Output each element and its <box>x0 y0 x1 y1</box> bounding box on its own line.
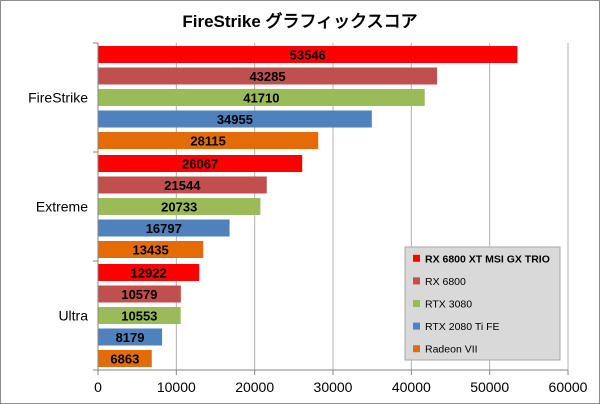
bar-firestrike-rtx-2080-ti-fe <box>98 110 372 128</box>
legend-swatch-rx-6800-xt-msi-gx-trio <box>413 254 420 262</box>
data-label: 6863 <box>110 352 139 367</box>
bar-firestrike-rx-6800 <box>98 67 438 85</box>
bar-extreme-rtx-3080 <box>98 198 261 215</box>
data-label: 43285 <box>249 69 285 84</box>
bar-extreme-rtx-2080-ti-fe <box>98 219 230 237</box>
bar-ultra-rx-6800 <box>98 285 181 303</box>
bar-firestrike-radeon-vii <box>98 132 319 149</box>
legend-label-rtx-3080: RTX 3080 <box>425 299 472 311</box>
x-tick-label: 30000 <box>314 379 353 395</box>
legend: RX 6800 XT MSI GX TRIO RX 6800 RTX 3080 RTX… <box>404 246 561 361</box>
x-tick-label: 20000 <box>235 379 274 395</box>
legend-label-radeon-vii: Radeon VII <box>425 344 478 356</box>
tick-labels: 0 10000 20000 30000 40000 50000 60000 <box>94 379 588 395</box>
x-tick-label: 40000 <box>392 379 431 395</box>
bar-firestrike-rx-6800-xt-msi-gx-trio <box>98 46 518 63</box>
category-label-ultra: Ultra <box>58 308 88 324</box>
data-label: 34955 <box>217 112 253 127</box>
legend-label-rtx-2080-ti-fe: RTX 2080 Ti FE <box>425 321 500 333</box>
x-tick-label: 0 <box>94 379 102 395</box>
legend-swatch-radeon-vii <box>413 345 420 353</box>
legend-box <box>404 246 561 361</box>
category-label-extreme: Extreme <box>36 199 88 215</box>
data-label: 41710 <box>243 91 279 106</box>
data-label: 21544 <box>164 178 201 193</box>
x-tick-label: 50000 <box>470 379 509 395</box>
legend-swatch-rtx-2080-ti-fe <box>413 322 420 330</box>
bar-firestrike-rtx-3080 <box>98 89 425 106</box>
legend-swatch-rx-6800 <box>413 277 420 285</box>
data-label: 12922 <box>131 266 167 281</box>
data-label: 26067 <box>182 157 218 172</box>
data-label: 16797 <box>146 221 182 236</box>
data-label: 10579 <box>121 287 157 302</box>
legend-label-rx-6800: RX 6800 <box>425 276 466 288</box>
data-labels: 53546 43285 41710 34955 28115 26067 21544 20733… <box>110 48 325 367</box>
data-label: 28115 <box>190 134 225 149</box>
axes <box>93 42 569 375</box>
data-label: 10553 <box>121 309 157 324</box>
data-label: 53546 <box>290 48 326 63</box>
data-label: 8179 <box>116 330 145 345</box>
chart-title: FireStrike グラフィックスコア <box>182 11 417 31</box>
bar-ultra-radeon-vii <box>98 350 152 367</box>
category-label-firestrike: FireStrike <box>28 90 88 106</box>
x-tick-label: 10000 <box>157 379 196 395</box>
bar-ultra-rtx-3080 <box>98 307 181 324</box>
data-label: 20733 <box>161 200 197 215</box>
bar-extreme-rx-6800 <box>98 176 267 194</box>
legend-label-rx-6800-xt-msi-gx-trio: RX 6800 XT MSI GX TRIO <box>425 253 550 265</box>
category-labels: FireStrike Extreme Ultra <box>28 90 88 324</box>
bar-ultra-rtx-2080-ti-fe <box>98 328 163 346</box>
bar-ultra-rx-6800-xt-msi-gx-trio <box>98 264 200 281</box>
data-label: 13435 <box>133 243 169 258</box>
bar-extreme-radeon-vii <box>98 241 204 258</box>
bar-extreme-rx-6800-xt-msi-gx-trio <box>98 155 303 172</box>
legend-swatch-rtx-3080 <box>413 300 420 307</box>
bars <box>98 46 518 367</box>
x-tick-label: 60000 <box>549 379 588 395</box>
